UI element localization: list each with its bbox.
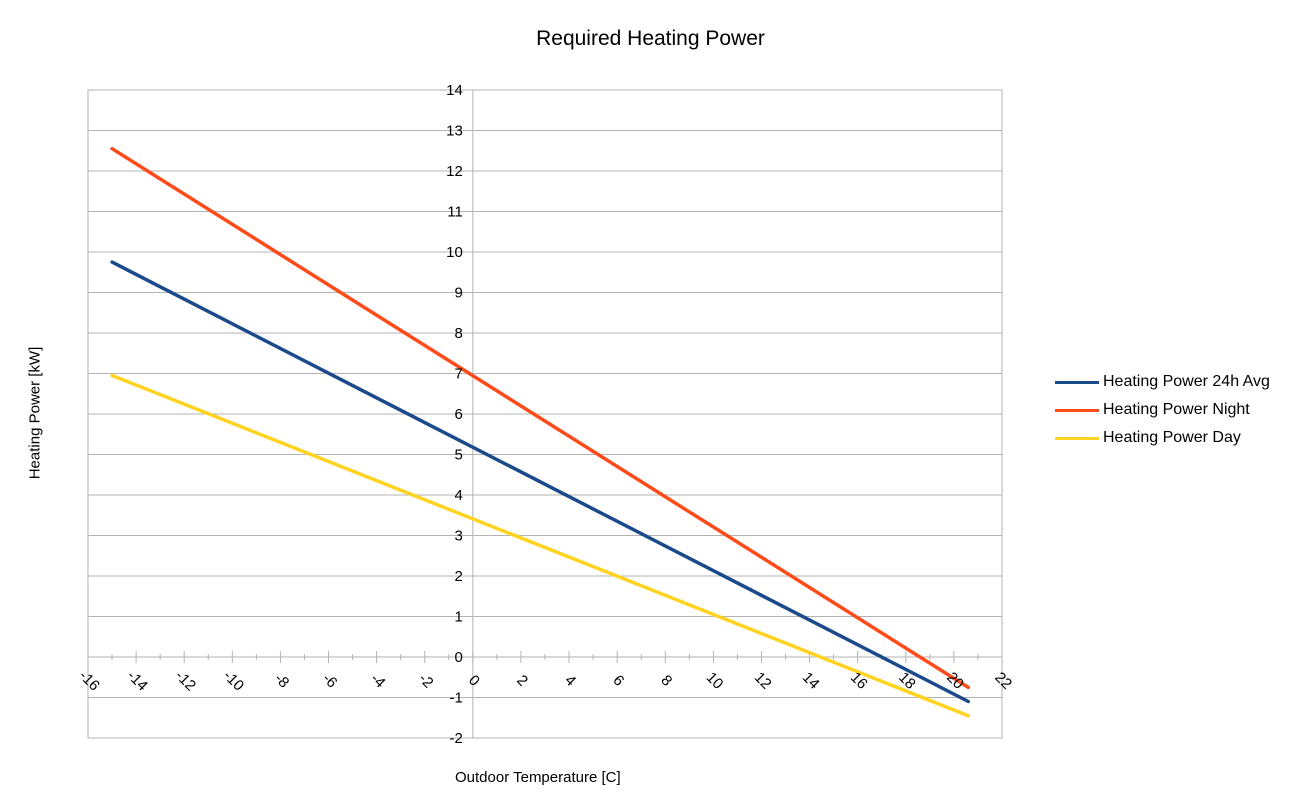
- x-tick-label: 8: [657, 672, 675, 690]
- x-tick-label: -12: [172, 667, 199, 694]
- series-line-3: [110, 373, 971, 718]
- y-tick-label: 4: [454, 487, 462, 504]
- legend-item: Heating Power Night: [1055, 396, 1270, 424]
- x-tick-label: 22: [991, 669, 1015, 693]
- legend-swatch: [1055, 436, 1099, 440]
- x-tick-label: 0: [465, 672, 483, 690]
- x-tick-label: 2: [513, 672, 531, 690]
- y-tick-label: 13: [446, 123, 463, 140]
- y-tick-label: 1: [454, 609, 462, 626]
- chart-title: Required Heating Power: [536, 27, 765, 50]
- series-line-1: [110, 260, 971, 704]
- y-tick-label: 0: [454, 649, 462, 666]
- legend-swatch: [1055, 380, 1099, 384]
- legend-item: Heating Power Day: [1055, 424, 1270, 452]
- x-tick-label: -10: [220, 667, 247, 694]
- x-tick-label: 14: [799, 669, 823, 693]
- x-tick-label: -6: [319, 670, 340, 691]
- y-tick-label: 14: [446, 82, 463, 99]
- axes-layer: [87, 89, 1003, 739]
- series-line-2: [110, 146, 971, 690]
- grid-layer: [88, 89, 1002, 739]
- x-tick-label: 4: [561, 672, 579, 690]
- legend-label: Heating Power 24h Avg: [1103, 373, 1270, 390]
- x-tick-label: 6: [609, 672, 627, 690]
- legend-label: Heating Power Day: [1103, 429, 1241, 446]
- legend-label: Heating Power Night: [1103, 401, 1250, 418]
- y-tick-label: 5: [454, 447, 462, 464]
- y-tick-label: 12: [446, 163, 463, 180]
- x-tick-label: -8: [271, 670, 292, 691]
- x-tick-label: -14: [124, 667, 151, 694]
- x-tick-label: 10: [703, 669, 727, 693]
- y-tick-label: 9: [454, 285, 462, 302]
- legend: Heating Power 24h Avg Heating Power Night…: [1055, 368, 1270, 452]
- y-tick-label: -2: [449, 730, 462, 747]
- y-tick-label: 11: [447, 204, 463, 221]
- y-tick-label: 6: [454, 406, 462, 423]
- y-tick-label: 3: [454, 528, 462, 545]
- x-tick-label: 12: [751, 669, 775, 693]
- y-tick-label: -1: [449, 690, 462, 707]
- x-tick-label: 16: [847, 669, 871, 693]
- x-tick-label: -4: [367, 670, 388, 691]
- y-tick-label: 10: [446, 244, 463, 261]
- y-tick-label: 2: [454, 568, 462, 585]
- y-tick-label: 8: [454, 325, 462, 342]
- x-tick-label: -2: [415, 670, 436, 691]
- y-axis-label: Heating Power [kW]: [26, 346, 44, 480]
- y-tick-label: 7: [454, 366, 462, 383]
- legend-swatch: [1055, 408, 1099, 412]
- legend-item: Heating Power 24h Avg: [1055, 368, 1270, 396]
- series-layer: [110, 146, 971, 718]
- x-tick-label: -16: [76, 667, 103, 694]
- x-axis-label: Outdoor Temperature [C]: [455, 769, 621, 786]
